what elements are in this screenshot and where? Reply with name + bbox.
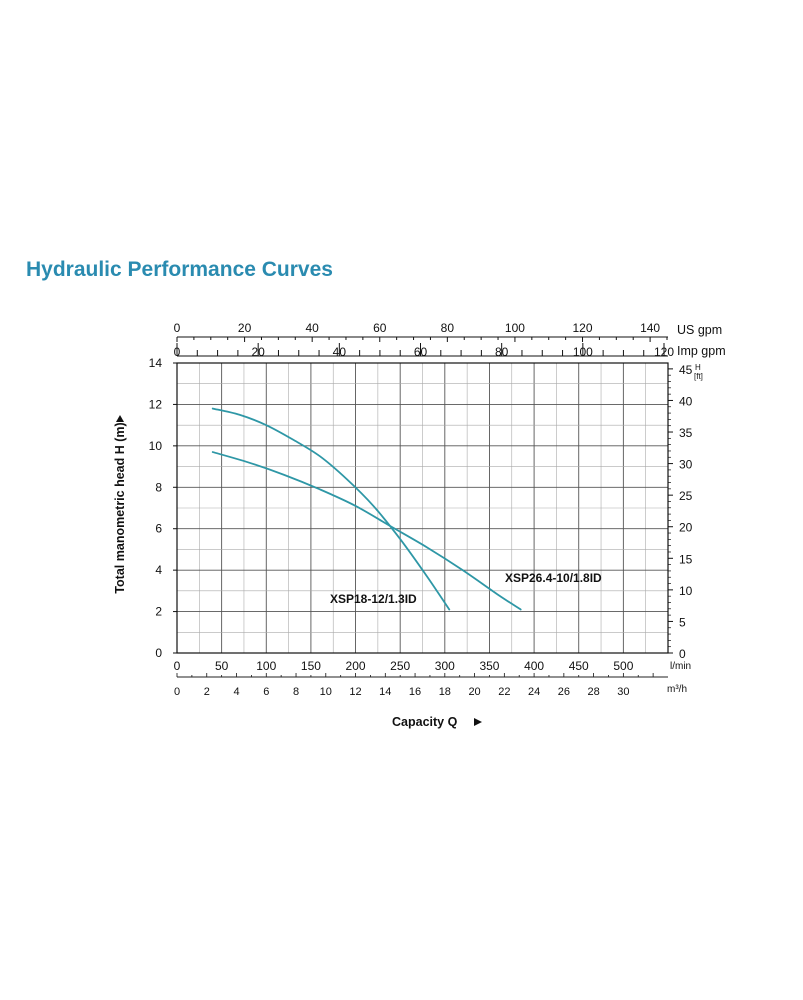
m3-h-tick-label: 22 — [498, 686, 510, 698]
l-min-tick-label: 450 — [569, 659, 589, 673]
l-min-unit: l/min — [670, 661, 691, 672]
y-right-tick-label: 15 — [679, 552, 693, 566]
y-axis-title: Total manometric head H (m) — [113, 422, 127, 593]
y-axis-title-group: Total manometric head H (m) — [113, 422, 127, 593]
y-left-tick-label: 12 — [149, 397, 163, 411]
l-min-tick-label: 300 — [435, 659, 455, 673]
y-right-tick-label: 25 — [679, 489, 693, 503]
us-gpm-tick-label: 100 — [505, 321, 525, 335]
m3-h-tick-label: 30 — [617, 686, 629, 698]
x-axis-title: Capacity Q — [392, 715, 458, 729]
l-min-tick-label: 50 — [215, 659, 229, 673]
series-line-xsp26 — [211, 451, 522, 611]
imp-gpm-tick-label: 80 — [495, 345, 509, 359]
page-title: Hydraulic Performance Curves — [26, 258, 333, 281]
us-gpm-unit: US gpm — [677, 323, 722, 337]
y-right-tick-label: 40 — [679, 394, 693, 408]
m3-h-tick-label: 14 — [379, 686, 391, 698]
us-gpm-tick-label: 140 — [640, 321, 660, 335]
m3-h-tick-label: 28 — [587, 686, 599, 698]
chart-grid — [177, 363, 668, 653]
l-min-tick-label: 200 — [346, 659, 366, 673]
y-left-tick-label: 14 — [149, 356, 163, 370]
y-right-tick-label: 35 — [679, 426, 693, 440]
imp-gpm-tick-label: 60 — [414, 345, 428, 359]
y-left-tick-label: 4 — [155, 563, 162, 577]
us-gpm-tick-label: 120 — [573, 321, 593, 335]
y-left-tick-label: 10 — [149, 439, 163, 453]
y-left-tick-label: 6 — [155, 522, 162, 536]
y-left-tick-label: 0 — [155, 646, 162, 660]
imp-gpm-tick-label: 120 — [654, 345, 674, 359]
l-min-tick-label: 400 — [524, 659, 544, 673]
y-right-tick-label: 10 — [679, 584, 693, 598]
m3-h-tick-label: 0 — [174, 686, 180, 698]
l-min-tick-label: 250 — [390, 659, 410, 673]
imp-gpm-unit: Imp gpm — [677, 344, 726, 358]
m3-h-tick-label: 2 — [204, 686, 210, 698]
series-label-xsp26: XSP26.4-10/1.8ID — [505, 571, 602, 585]
series-label-xsp18: XSP18-12/1.3ID — [330, 592, 417, 606]
x-axis-arrow-icon — [474, 718, 482, 726]
l-min-tick-label: 100 — [256, 659, 276, 673]
imp-gpm-tick-label: 40 — [333, 345, 347, 359]
m3-h-tick-label: 18 — [439, 686, 451, 698]
y-left-tick-label: 8 — [155, 480, 162, 494]
m3-h-tick-label: 6 — [263, 686, 269, 698]
y-left-tick-label: 2 — [155, 605, 162, 619]
l-min-tick-label: 150 — [301, 659, 321, 673]
y-right-label-unit: [ft] — [694, 372, 703, 381]
y-right-tick-label: 20 — [679, 521, 693, 535]
series-line-xsp18 — [211, 407, 451, 611]
y-right-tick-label: 5 — [679, 615, 686, 629]
m3-h-tick-label: 20 — [468, 686, 480, 698]
l-min-tick-label: 0 — [174, 659, 181, 673]
us-gpm-tick-label: 80 — [441, 321, 455, 335]
m3-h-tick-label: 10 — [320, 686, 332, 698]
l-min-tick-label: 500 — [613, 659, 633, 673]
us-gpm-tick-label: 40 — [305, 321, 319, 335]
series-layer — [211, 407, 522, 611]
y-right-tick-label: 30 — [679, 458, 693, 472]
us-gpm-axis: 0 20 40 60 80 100 120 140 — [174, 321, 668, 342]
m3-h-tick-label: 8 — [293, 686, 299, 698]
m3-h-tick-label: 4 — [233, 686, 239, 698]
m3-h-tick-label: 24 — [528, 686, 540, 698]
us-gpm-tick-label: 20 — [238, 321, 252, 335]
l-min-axis: 0 50 100 150 200 250 300 350 400 450 500 — [174, 659, 634, 673]
imp-gpm-axis: 0 20 40 60 80 100 120 — [174, 343, 674, 359]
imp-gpm-tick-label: 20 — [251, 345, 265, 359]
l-min-tick-label: 350 — [479, 659, 499, 673]
us-gpm-tick-label: 0 — [174, 321, 181, 335]
y-axis-right: 0 5 10 15 20 25 30 35 40 45 — [668, 363, 693, 661]
m3-h-tick-label: 12 — [349, 686, 361, 698]
y-right-tick-label: 45 — [679, 363, 693, 377]
y-axis-left: 0 2 4 6 8 10 12 14 — [149, 356, 177, 660]
imp-gpm-tick-label: 100 — [573, 345, 593, 359]
y-right-tick-label: 0 — [679, 647, 686, 661]
y-right-label-top: H — [695, 363, 701, 372]
m3-h-tick-label: 16 — [409, 686, 421, 698]
m3-h-tick-label: 26 — [558, 686, 570, 698]
us-gpm-tick-label: 60 — [373, 321, 387, 335]
m3-h-unit: m³/h — [667, 684, 687, 695]
y-axis-arrow-icon — [116, 415, 124, 422]
imp-gpm-tick-label: 0 — [174, 345, 181, 359]
